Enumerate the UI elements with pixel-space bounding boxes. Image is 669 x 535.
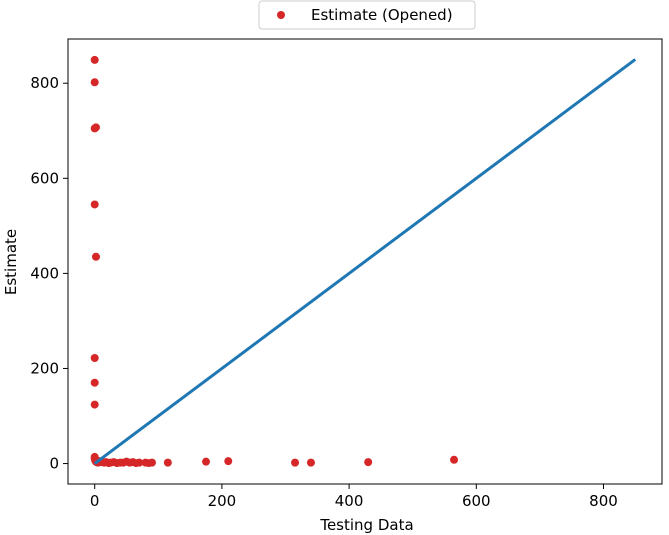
data-marks [90,55,637,468]
identity-line [93,58,637,465]
y-tick-label: 0 [49,455,59,473]
data-point [90,400,99,409]
x-tick-label: 200 [208,492,237,510]
y-tick-label: 400 [30,264,59,282]
data-point [202,457,211,466]
x-axis-label: Testing Data [319,516,413,534]
data-point [91,252,100,261]
data-point [90,378,99,387]
data-point [90,78,99,87]
y-tick-label: 600 [30,169,59,187]
legend-box [258,0,476,30]
y-tick-label: 200 [30,359,59,377]
data-point [91,123,100,132]
y-axis-label: Estimate [2,229,20,295]
legend: Estimate (Opened) [258,0,476,30]
x-tick-label: 400 [335,492,364,510]
data-point [291,458,300,467]
data-point [135,458,144,467]
data-point [147,458,156,467]
data-point [450,455,459,464]
data-point [90,200,99,209]
legend-label: Estimate (Opened) [311,6,453,24]
x-tick-label: 800 [589,492,618,510]
data-point [306,458,315,467]
x-tick-label: 0 [90,492,100,510]
data-point [224,457,233,466]
x-axis-ticks: 0 200 400 600 800 [90,484,618,510]
legend-marker [277,11,285,19]
x-tick-label: 600 [462,492,491,510]
data-point [90,55,99,64]
data-point [90,354,99,363]
data-point [163,458,172,467]
y-tick-label: 800 [30,74,59,92]
y-axis-ticks: 0 200 400 600 800 [30,74,68,473]
data-point [364,458,373,467]
